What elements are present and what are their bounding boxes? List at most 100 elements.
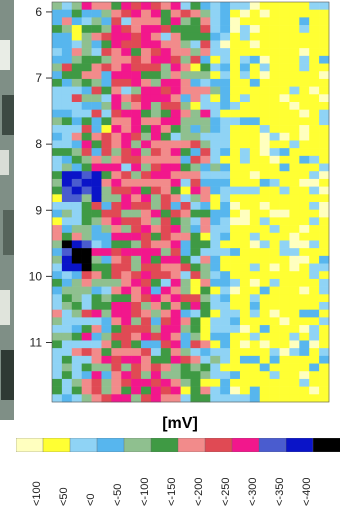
heatmap-cell (52, 294, 63, 303)
heatmap-cell (279, 255, 290, 264)
heatmap-cell (239, 317, 251, 326)
heatmap-cell (299, 155, 310, 164)
heatmap-cell (150, 202, 162, 210)
heatmap-cell (160, 355, 172, 364)
heatmap-cell (299, 32, 310, 41)
heatmap-cell (121, 2, 132, 10)
heatmap-cell (309, 25, 320, 34)
background-photo-strip (0, 0, 14, 420)
heatmap-cell (190, 178, 201, 187)
heatmap-cell (111, 286, 122, 295)
heatmap-cell (289, 194, 300, 203)
heatmap-cell (71, 325, 82, 334)
heatmap-cell (81, 348, 92, 357)
heatmap-cell (160, 394, 172, 403)
heatmap-cell (180, 63, 191, 72)
heatmap-cell (71, 394, 82, 403)
heatmap-cell (61, 394, 73, 403)
heatmap-cell (121, 9, 132, 18)
heatmap-cell (289, 63, 300, 72)
heatmap-cell (289, 155, 300, 164)
heatmap-cell (239, 286, 251, 295)
heatmap-cell (269, 302, 280, 310)
heatmap-cell (210, 325, 221, 334)
heatmap-cell (141, 78, 152, 87)
heatmap-cell (81, 355, 92, 364)
heatmap-cell (289, 178, 300, 187)
heatmap-cell (101, 109, 112, 118)
heatmap-cell (269, 202, 280, 210)
heatmap-cell (160, 202, 172, 210)
heatmap-cell (150, 194, 162, 203)
heatmap-cell (309, 140, 320, 149)
heatmap-cell (220, 171, 231, 180)
heatmap-cell (299, 78, 310, 87)
heatmap-cell (71, 225, 82, 234)
heatmap-cell (180, 348, 191, 357)
heatmap-cell (190, 48, 201, 57)
heatmap-cell (249, 355, 261, 364)
heatmap-cell (81, 248, 92, 257)
heatmap-cell (210, 71, 221, 80)
heatmap-cell (52, 348, 63, 357)
heatmap-cell (269, 386, 280, 395)
heatmap-cell (101, 271, 112, 280)
heatmap-cell (279, 317, 290, 326)
heatmap-cell (210, 117, 221, 126)
heatmap-cell (289, 140, 300, 149)
heatmap-cell (289, 255, 300, 264)
heatmap-cell (230, 140, 241, 149)
heatmap-cell (160, 248, 172, 257)
heatmap-cell (61, 155, 73, 164)
heatmap-cell (220, 209, 231, 218)
heatmap-cell (61, 94, 73, 103)
heatmap-cell (239, 48, 251, 57)
heatmap-cell (170, 294, 181, 303)
heatmap-cell (279, 240, 290, 249)
heatmap-cell (71, 378, 82, 387)
heatmap-cell (210, 186, 221, 195)
heatmap-cell (200, 263, 211, 272)
heatmap-cell (150, 255, 162, 264)
heatmap-cell (121, 148, 132, 157)
heatmap-cell (210, 225, 221, 234)
heatmap-cell (200, 55, 211, 64)
heatmap-cell (141, 317, 152, 326)
heatmap-cell (200, 394, 211, 403)
heatmap-cell (309, 17, 320, 26)
heatmap-cell (141, 309, 152, 318)
heatmap-cell (210, 209, 221, 218)
heatmap-cell (239, 263, 251, 272)
heatmap-cell (210, 286, 221, 295)
heatmap-cell (259, 78, 270, 87)
heatmap-cell (279, 394, 290, 403)
heatmap-cell (180, 302, 191, 310)
heatmap-cell (121, 340, 132, 349)
heatmap-cell (230, 378, 241, 387)
heatmap-cell (309, 71, 320, 80)
heatmap-cell (101, 371, 112, 380)
heatmap-cell (180, 2, 191, 10)
heatmap-cell (190, 271, 201, 280)
heatmap-cell (101, 240, 112, 249)
legend-label: <-100 (139, 477, 151, 506)
heatmap-cell (81, 363, 92, 372)
heatmap-cell (309, 355, 320, 364)
heatmap-cell (190, 17, 201, 26)
heatmap-cell (150, 63, 162, 72)
heatmap-cell (61, 163, 73, 172)
heatmap-cell (249, 148, 261, 157)
heatmap-cell (150, 94, 162, 103)
heatmap-cell (249, 94, 261, 103)
heatmap-cell (150, 171, 162, 180)
color-legend (16, 438, 340, 452)
heatmap-cell (52, 132, 63, 141)
heatmap-cell (150, 140, 162, 149)
heatmap-cell (160, 378, 172, 387)
heatmap-cell (210, 378, 221, 387)
heatmap-cell (101, 302, 112, 310)
heatmap-cell (220, 240, 231, 249)
heatmap-cell (52, 55, 63, 64)
heatmap-cell (200, 86, 211, 95)
heatmap-cell (269, 340, 280, 349)
